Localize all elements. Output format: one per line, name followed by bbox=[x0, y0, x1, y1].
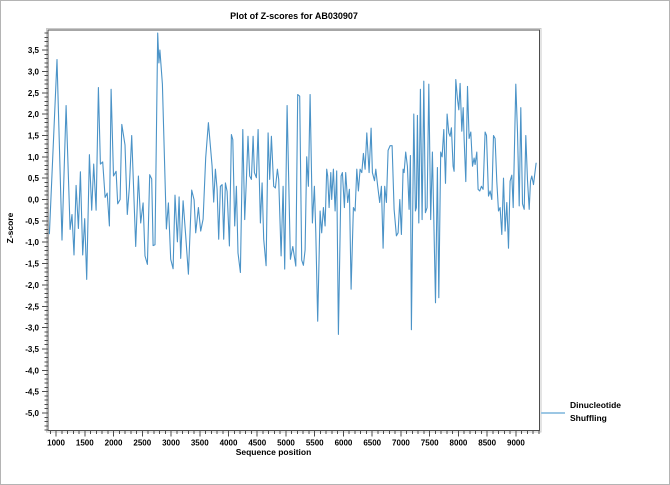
svg-text:3000: 3000 bbox=[162, 439, 180, 448]
legend-label: Dinucleotide Shuffling bbox=[570, 400, 622, 423]
svg-text:0,0: 0,0 bbox=[28, 196, 40, 205]
svg-text:-2,5: -2,5 bbox=[25, 302, 39, 311]
chart-title: Plot of Z-scores for AB030907 bbox=[230, 11, 358, 21]
legend: Dinucleotide Shuffling bbox=[541, 399, 667, 425]
svg-text:7500: 7500 bbox=[421, 439, 439, 448]
svg-text:7000: 7000 bbox=[392, 439, 410, 448]
svg-text:4000: 4000 bbox=[220, 439, 238, 448]
svg-text:8500: 8500 bbox=[478, 439, 496, 448]
svg-text:-0,5: -0,5 bbox=[25, 217, 39, 226]
svg-text:3,0: 3,0 bbox=[28, 67, 40, 76]
svg-text:1,0: 1,0 bbox=[28, 153, 40, 162]
svg-text:-5,0: -5,0 bbox=[25, 409, 39, 418]
svg-text:-1,0: -1,0 bbox=[25, 238, 39, 247]
svg-text:6500: 6500 bbox=[363, 439, 381, 448]
svg-text:-3,0: -3,0 bbox=[25, 324, 39, 333]
svg-text:1500: 1500 bbox=[76, 439, 94, 448]
y-axis-label: Z-score bbox=[5, 212, 15, 244]
x-axis-label: Sequence position bbox=[235, 447, 312, 457]
svg-text:2500: 2500 bbox=[133, 439, 151, 448]
svg-text:3,5: 3,5 bbox=[28, 46, 40, 55]
svg-text:2,0: 2,0 bbox=[28, 110, 40, 119]
svg-text:-1,5: -1,5 bbox=[25, 260, 39, 269]
svg-text:1000: 1000 bbox=[47, 439, 65, 448]
svg-text:4500: 4500 bbox=[248, 439, 266, 448]
svg-text:-4,0: -4,0 bbox=[25, 366, 39, 375]
svg-text:-4,5: -4,5 bbox=[25, 388, 39, 397]
svg-text:9000: 9000 bbox=[507, 439, 525, 448]
svg-text:1,5: 1,5 bbox=[28, 131, 40, 140]
svg-text:0,5: 0,5 bbox=[28, 174, 40, 183]
svg-text:6000: 6000 bbox=[335, 439, 353, 448]
svg-text:2,5: 2,5 bbox=[28, 89, 40, 98]
svg-text:2000: 2000 bbox=[105, 439, 123, 448]
svg-text:-3,5: -3,5 bbox=[25, 345, 39, 354]
svg-text:5000: 5000 bbox=[277, 439, 295, 448]
svg-text:3500: 3500 bbox=[191, 439, 209, 448]
legend-line-swatch bbox=[541, 412, 565, 414]
svg-text:-2,0: -2,0 bbox=[25, 281, 39, 290]
svg-text:5500: 5500 bbox=[306, 439, 324, 448]
svg-text:8000: 8000 bbox=[450, 439, 468, 448]
